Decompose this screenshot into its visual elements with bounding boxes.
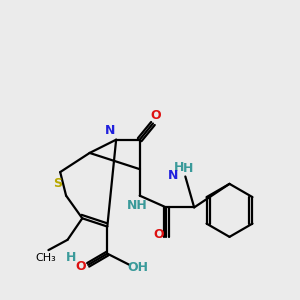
Text: H: H xyxy=(174,161,184,174)
Text: H: H xyxy=(182,162,193,175)
Text: O: O xyxy=(76,260,86,273)
Text: CH₃: CH₃ xyxy=(35,254,56,263)
Text: O: O xyxy=(154,228,164,241)
Text: H: H xyxy=(66,251,76,264)
Text: O: O xyxy=(150,109,160,122)
Text: S: S xyxy=(53,177,62,190)
Text: OH: OH xyxy=(128,261,149,274)
Text: NH: NH xyxy=(126,200,147,212)
Text: N: N xyxy=(168,169,179,182)
Text: N: N xyxy=(105,124,116,137)
